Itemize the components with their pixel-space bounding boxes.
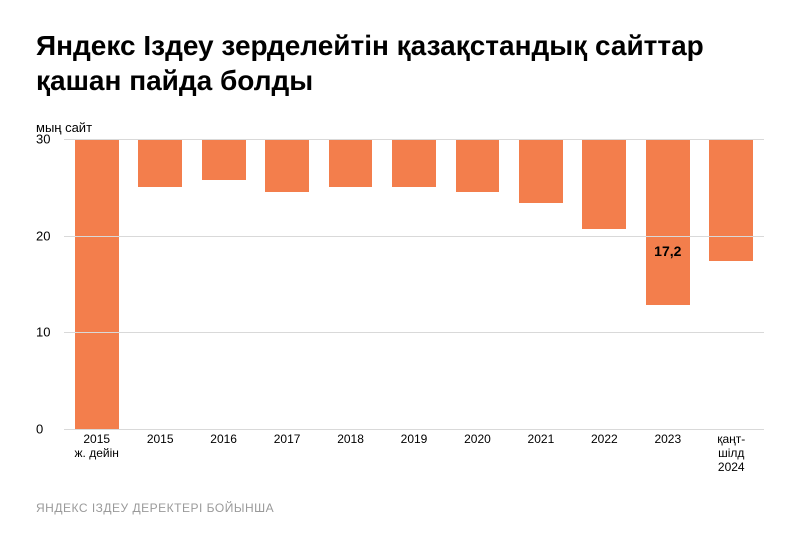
y-tick-label: 30: [36, 132, 60, 147]
bar-slot: [70, 139, 123, 429]
chart-title: Яндекс Іздеу зерделейтін қазақстандық са…: [36, 28, 764, 98]
chart-area: 17,2 0102030 2015ж. дейін201520162017201…: [36, 139, 764, 459]
x-tick-label: 2020: [451, 429, 504, 459]
bar-slot: [578, 139, 631, 429]
x-tick-label: 2015: [133, 429, 186, 459]
x-tick-label: 2022: [578, 429, 631, 459]
x-tick-label: 2016: [197, 429, 250, 459]
bar: [392, 139, 436, 187]
chart-footer: ЯНДЕКС ІЗДЕУ ДЕРЕКТЕРІ БОЙЫНША: [36, 501, 274, 515]
grid-line: [64, 236, 764, 237]
bar-value-label: 17,2: [654, 243, 681, 259]
bar-slot: [133, 139, 186, 429]
bar-slot: [451, 139, 504, 429]
bar-slot: [324, 139, 377, 429]
x-tick-label: 2017: [260, 429, 313, 459]
y-tick-label: 10: [36, 325, 60, 340]
x-tick-label: 2015ж. дейін: [70, 429, 123, 459]
bar: [202, 139, 246, 180]
x-axis-labels: 2015ж. дейін 2015 2016 2017 2018 2019 2020 2021…: [64, 429, 764, 459]
bar: [265, 139, 309, 192]
bar-slot: [260, 139, 313, 429]
x-tick-label: 2019: [387, 429, 440, 459]
bar: [519, 139, 563, 203]
bar: [138, 139, 182, 187]
bar-slot: 17,2: [641, 139, 694, 429]
x-tick-label: қаңт-шілд2024: [705, 429, 758, 459]
y-axis-label: мың сайт: [36, 120, 764, 135]
bar-slot: [387, 139, 440, 429]
y-tick-label: 20: [36, 228, 60, 243]
x-tick-label: 2023: [641, 429, 694, 459]
bars-container: 17,2: [64, 139, 764, 429]
bar-slot: [705, 139, 758, 429]
bar: [456, 139, 500, 192]
bar: [582, 139, 626, 229]
bar-slot: [197, 139, 250, 429]
x-tick-label: 2018: [324, 429, 377, 459]
grid-line: [64, 332, 764, 333]
bar: [646, 139, 690, 305]
grid-line: [64, 139, 764, 140]
bar: [329, 139, 373, 187]
x-tick-label: 2021: [514, 429, 567, 459]
bar: [709, 139, 753, 261]
y-tick-label: 0: [36, 422, 60, 437]
bar-slot: [514, 139, 567, 429]
bar: [75, 139, 119, 429]
plot-region: 17,2 0102030: [64, 139, 764, 429]
